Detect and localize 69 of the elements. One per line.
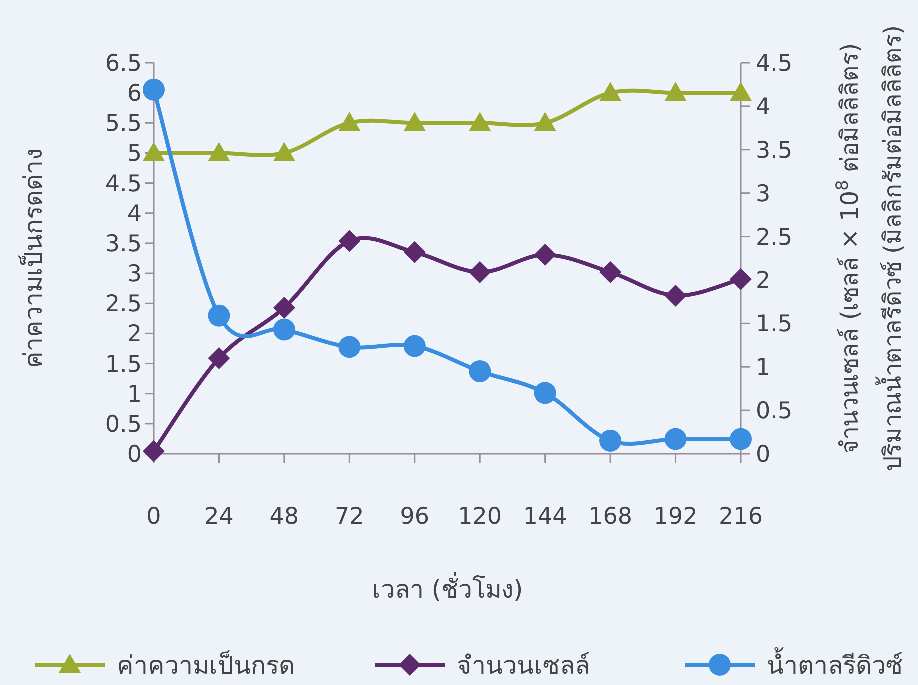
- y-tick-label: 1: [127, 382, 142, 408]
- y-tick-label: 0.5: [105, 412, 142, 438]
- point: [730, 428, 752, 450]
- point: [273, 318, 296, 341]
- y2-tick-label: 0.5: [756, 398, 793, 425]
- x-axis-title: เวลา (ชั่วโมง): [372, 572, 524, 604]
- y-tick-label: 2.5: [105, 292, 142, 318]
- y2-tick-label: 4: [756, 94, 771, 120]
- point: [534, 244, 556, 266]
- point: [338, 336, 361, 358]
- point: [338, 230, 361, 252]
- x-tick-label: 72: [335, 504, 364, 530]
- y-axis-title: ค่าความเป็นกรดด่าง: [18, 148, 48, 368]
- y-tick-label: 6.5: [105, 51, 142, 77]
- y2-tick-label: 4.5: [756, 51, 793, 77]
- point: [273, 142, 296, 162]
- point: [208, 304, 230, 327]
- y2-tick-label: 3: [756, 181, 771, 208]
- x-tick-label: 120: [458, 504, 502, 530]
- x-tick-label: 144: [523, 504, 568, 530]
- y-tick-label: 0: [127, 442, 142, 468]
- point: [534, 112, 556, 132]
- x-tick-label: 96: [400, 504, 430, 530]
- y-tick-label: 4.5: [105, 171, 142, 198]
- point: [208, 142, 230, 162]
- point: [404, 335, 426, 358]
- point: [600, 261, 622, 284]
- y-tick-label: 6: [127, 81, 142, 108]
- y2-tick-label: 1.5: [756, 312, 793, 338]
- point: [143, 142, 165, 162]
- legend-label: ค่าความเป็นกรด: [117, 650, 295, 680]
- y2-tick-label: 3.5: [756, 138, 793, 164]
- y-tick-label: 3: [127, 262, 142, 288]
- y-tick-label: 5: [127, 141, 142, 168]
- y-tick-label: 3.5: [105, 231, 142, 258]
- y2-tick-label: 2: [756, 268, 771, 294]
- point: [600, 82, 622, 102]
- x-tick-label: 24: [204, 504, 234, 530]
- point: [664, 428, 687, 450]
- point: [600, 430, 622, 452]
- y-tick-label: 1.5: [105, 352, 142, 378]
- point: [469, 112, 492, 132]
- point: [730, 82, 752, 102]
- point: [730, 268, 752, 290]
- point: [273, 297, 296, 320]
- point: [534, 382, 556, 404]
- point: [664, 284, 687, 307]
- x-tick-label: 216: [719, 504, 763, 530]
- point: [143, 440, 165, 462]
- point: [143, 78, 165, 101]
- point: [664, 82, 687, 102]
- legend-label: จำนวนเซลล์: [457, 651, 590, 680]
- point: [469, 261, 492, 284]
- point: [208, 347, 230, 370]
- x-tick-label: 0: [146, 504, 162, 530]
- point: [469, 360, 492, 382]
- x-tick-label: 192: [654, 504, 698, 530]
- y-tick-label: 2: [127, 322, 142, 348]
- x-tick-label: 48: [270, 504, 300, 530]
- y-tick-label: 5.5: [105, 111, 142, 138]
- y2-tick-label: 2.5: [756, 224, 793, 251]
- point: [404, 241, 426, 264]
- point: [338, 112, 361, 132]
- y2-tick-label: 0: [756, 442, 771, 468]
- x-tick-label: 168: [588, 504, 633, 530]
- point: [404, 112, 426, 132]
- y-tick-label: 4: [127, 201, 142, 228]
- y2-tick-label: 1: [756, 355, 771, 382]
- legend-label: น้ำตาลรีดิวซ์: [767, 647, 903, 680]
